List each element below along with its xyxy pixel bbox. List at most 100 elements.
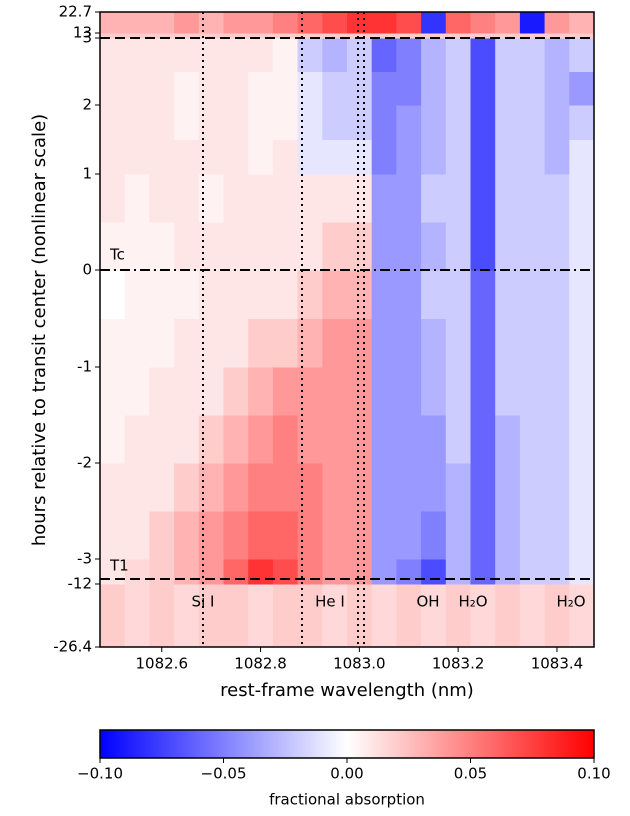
y-tick-label: 2 — [82, 96, 92, 114]
heatmap-cell — [421, 318, 447, 368]
heatmap-cell — [396, 415, 422, 464]
heatmap-cell — [470, 584, 496, 648]
heatmap-cell — [174, 174, 200, 223]
heatmap-cell — [544, 33, 570, 39]
heatmap-cell — [544, 71, 570, 106]
heatmap-cell — [272, 559, 299, 585]
heatmap-cell — [322, 270, 348, 319]
heatmap-cell — [100, 105, 126, 140]
x-tick-label: 1083.4 — [531, 655, 584, 673]
heatmap-cell — [272, 105, 299, 140]
heatmap-cell — [396, 12, 422, 34]
heatmap-cell — [149, 12, 175, 34]
heatmap-cell — [495, 415, 521, 464]
heatmap-cell — [445, 139, 471, 175]
heatmap-cell — [445, 270, 471, 319]
heatmap-cell — [272, 367, 299, 416]
heatmap-cell — [223, 139, 249, 175]
heatmap-cell — [396, 105, 422, 140]
heatmap-cell — [396, 222, 422, 271]
y-tick-label: -3 — [77, 550, 92, 568]
heatmap-cell — [174, 367, 200, 416]
heatmap-cell — [544, 559, 570, 585]
heatmap-cell — [569, 318, 595, 368]
heatmap-cell — [445, 559, 471, 585]
heatmap-cell — [100, 463, 126, 512]
heatmap-cell — [223, 318, 249, 368]
heatmap-cell — [396, 139, 422, 175]
heatmap-cell — [519, 511, 546, 560]
heatmap-cell — [124, 174, 150, 223]
heatmap-cell — [495, 33, 521, 39]
heatmap-cell — [371, 12, 397, 34]
heatmap-cell — [100, 12, 126, 34]
heatmap-cell — [322, 511, 348, 560]
heatmap-cell — [223, 367, 249, 416]
heatmap-cell — [569, 174, 595, 223]
heatmap-cell — [100, 33, 126, 39]
heatmap-cell — [544, 463, 570, 512]
heatmap-cell — [124, 71, 150, 106]
annotation: Tc — [109, 246, 125, 264]
heatmap-cell — [569, 71, 595, 106]
heatmap-cell — [174, 105, 200, 140]
heatmap-cell — [149, 318, 175, 368]
heatmap-cell — [174, 415, 200, 464]
heatmap-cell — [124, 415, 150, 464]
heatmap-cell — [248, 584, 274, 648]
y-axis-label: hours relative to transit center (nonlin… — [29, 114, 50, 546]
heatmap-cell — [371, 222, 397, 271]
heatmap-cell — [470, 318, 496, 368]
heatmap-cell — [495, 174, 521, 223]
annotation: H₂O — [458, 593, 487, 611]
heatmap-cell — [371, 38, 397, 72]
heatmap-cell — [371, 105, 397, 140]
heatmap-cell — [519, 33, 546, 39]
colorbar — [99, 729, 595, 759]
heatmap-cell — [421, 105, 447, 140]
annotation: He I — [315, 593, 345, 611]
plot-frame — [99, 11, 595, 648]
heatmap-cell — [149, 222, 175, 271]
heatmap-cell — [100, 584, 126, 648]
heatmap-cell — [421, 415, 447, 464]
heatmap-cell — [347, 174, 373, 223]
heatmap-cell — [445, 463, 471, 512]
heatmap-cell — [347, 511, 373, 560]
heatmap-cell — [174, 71, 200, 106]
heatmap-cell — [248, 139, 274, 175]
heatmap-cell — [396, 33, 422, 39]
heatmap-cell — [569, 139, 595, 175]
heatmap-cell — [371, 270, 397, 319]
heatmap-cell — [297, 33, 323, 39]
heatmap-cell — [495, 105, 521, 140]
heatmap-cell — [322, 71, 348, 106]
heatmap-cell — [347, 33, 373, 39]
y-tick-label: -2 — [77, 454, 92, 472]
heatmap-cell — [223, 415, 249, 464]
heatmap-cell — [347, 105, 373, 140]
heatmap-cell — [124, 222, 150, 271]
heatmap-cell — [223, 222, 249, 271]
heatmap-cell — [519, 105, 546, 140]
heatmap-cell — [124, 463, 150, 512]
heatmap-cell — [421, 12, 447, 34]
heatmap-cell — [569, 511, 595, 560]
heatmap-cell — [421, 71, 447, 106]
heatmap-cell — [272, 270, 299, 319]
heatmap-cell — [470, 174, 496, 223]
heatmap-cell — [544, 139, 570, 175]
heatmap-cell — [495, 222, 521, 271]
heatmap-cell — [445, 222, 471, 271]
heatmap-cell — [223, 105, 249, 140]
heatmap-cell — [347, 559, 373, 585]
heatmap-cell — [174, 511, 200, 560]
heatmap-cell — [100, 71, 126, 106]
heatmap-cell — [223, 511, 249, 560]
heatmap-cell — [248, 38, 274, 72]
heatmap-cell — [272, 222, 299, 271]
heatmap-cell — [124, 511, 150, 560]
heatmap-cell — [149, 33, 175, 39]
heatmap-cell — [149, 174, 175, 223]
heatmap-cell — [174, 139, 200, 175]
